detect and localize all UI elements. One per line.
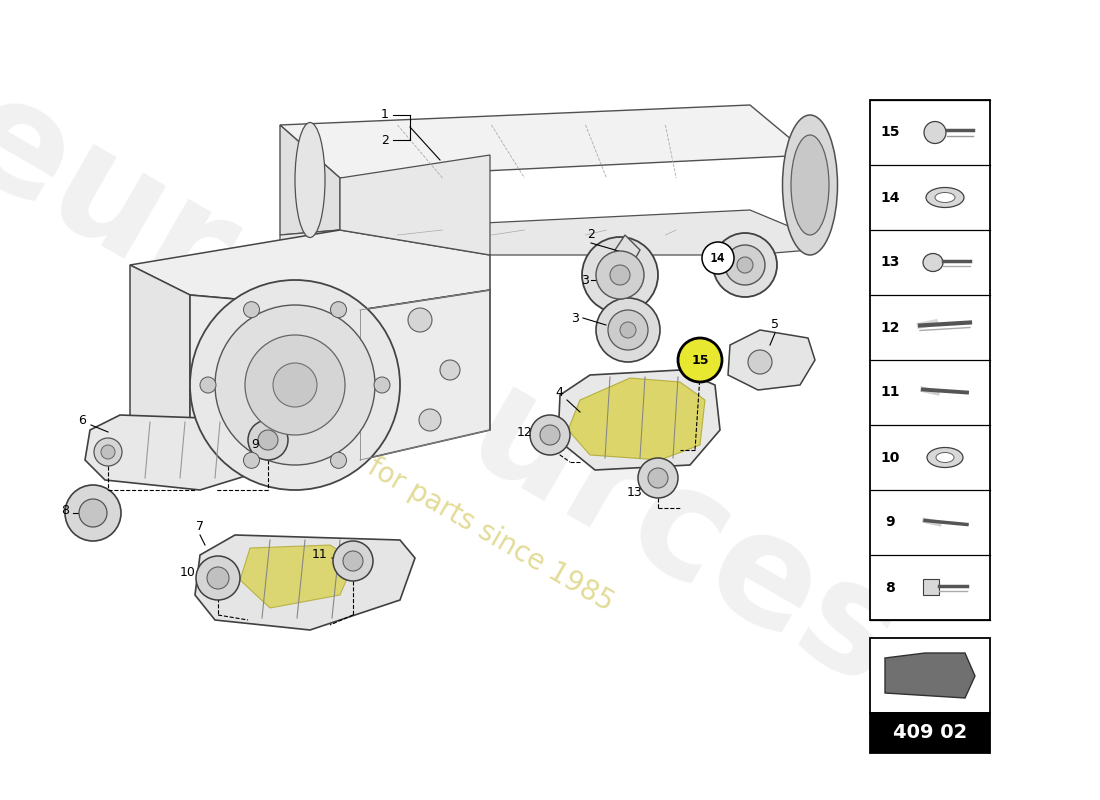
Circle shape — [620, 322, 636, 338]
Text: 1: 1 — [381, 109, 389, 122]
Ellipse shape — [927, 447, 962, 467]
Circle shape — [245, 335, 345, 435]
Bar — [870, 713, 990, 753]
Text: 12: 12 — [880, 321, 900, 334]
Ellipse shape — [923, 254, 943, 271]
Circle shape — [243, 452, 260, 468]
Circle shape — [343, 551, 363, 571]
Polygon shape — [280, 125, 340, 235]
Circle shape — [678, 338, 722, 382]
Text: 9: 9 — [251, 438, 258, 451]
Text: 8: 8 — [60, 503, 69, 517]
Circle shape — [702, 242, 734, 274]
Circle shape — [748, 350, 772, 374]
Circle shape — [725, 245, 764, 285]
Circle shape — [419, 409, 441, 431]
Circle shape — [408, 308, 432, 332]
Text: 8: 8 — [886, 581, 895, 594]
Circle shape — [610, 265, 630, 285]
Circle shape — [582, 237, 658, 313]
Circle shape — [330, 452, 346, 468]
Ellipse shape — [924, 122, 946, 143]
Text: 7: 7 — [196, 521, 204, 534]
Text: 6: 6 — [78, 414, 86, 426]
Polygon shape — [558, 370, 720, 470]
Text: 11: 11 — [312, 549, 328, 562]
Polygon shape — [240, 545, 355, 608]
Polygon shape — [130, 265, 190, 470]
Polygon shape — [130, 230, 490, 310]
Polygon shape — [85, 415, 275, 490]
Polygon shape — [280, 105, 810, 178]
Circle shape — [243, 302, 260, 318]
Ellipse shape — [936, 453, 954, 462]
Circle shape — [333, 541, 373, 581]
Text: 10: 10 — [180, 566, 196, 579]
Circle shape — [248, 420, 288, 460]
Text: 2: 2 — [381, 134, 389, 146]
Ellipse shape — [295, 122, 324, 238]
Text: 3: 3 — [581, 274, 589, 286]
Bar — [923, 578, 939, 594]
Bar — [870, 638, 990, 713]
Polygon shape — [568, 378, 705, 460]
Polygon shape — [195, 535, 415, 630]
Text: 409 02: 409 02 — [893, 723, 967, 742]
Circle shape — [713, 233, 777, 297]
Text: 3: 3 — [571, 311, 579, 325]
Circle shape — [440, 360, 460, 380]
Circle shape — [530, 415, 570, 455]
Text: 2: 2 — [587, 229, 595, 242]
Text: 4: 4 — [556, 386, 563, 399]
Polygon shape — [728, 330, 815, 390]
Circle shape — [596, 251, 644, 299]
Ellipse shape — [935, 193, 955, 202]
Polygon shape — [615, 235, 640, 268]
Circle shape — [540, 425, 560, 445]
Text: 13: 13 — [880, 255, 900, 270]
Circle shape — [65, 485, 121, 541]
Text: 11: 11 — [880, 386, 900, 399]
Text: 15: 15 — [880, 126, 900, 139]
Circle shape — [330, 302, 346, 318]
Text: 10: 10 — [880, 450, 900, 465]
Circle shape — [207, 567, 229, 589]
Circle shape — [374, 377, 390, 393]
Circle shape — [200, 377, 216, 393]
Polygon shape — [340, 155, 490, 255]
Text: eurosources: eurosources — [0, 61, 925, 719]
Circle shape — [258, 430, 278, 450]
Circle shape — [638, 458, 678, 498]
Bar — [870, 100, 990, 620]
Circle shape — [648, 468, 668, 488]
Text: 5: 5 — [771, 318, 779, 331]
Text: a passion for parts since 1985: a passion for parts since 1985 — [241, 383, 618, 617]
Text: 15: 15 — [691, 354, 708, 366]
Polygon shape — [190, 290, 490, 470]
Text: 14: 14 — [880, 190, 900, 205]
Circle shape — [596, 298, 660, 362]
Text: 14: 14 — [711, 251, 726, 265]
Circle shape — [94, 438, 122, 466]
Text: 13: 13 — [627, 486, 642, 498]
Text: 9: 9 — [886, 515, 894, 530]
Polygon shape — [886, 653, 975, 698]
Ellipse shape — [791, 135, 829, 235]
Ellipse shape — [926, 187, 964, 207]
Circle shape — [196, 556, 240, 600]
Circle shape — [79, 499, 107, 527]
Circle shape — [214, 305, 375, 465]
Ellipse shape — [782, 115, 837, 255]
Polygon shape — [280, 210, 810, 258]
Circle shape — [608, 310, 648, 350]
Circle shape — [737, 257, 754, 273]
Circle shape — [273, 363, 317, 407]
Text: 14: 14 — [711, 253, 725, 263]
Circle shape — [190, 280, 400, 490]
Circle shape — [101, 445, 116, 459]
Text: 12: 12 — [517, 426, 532, 438]
